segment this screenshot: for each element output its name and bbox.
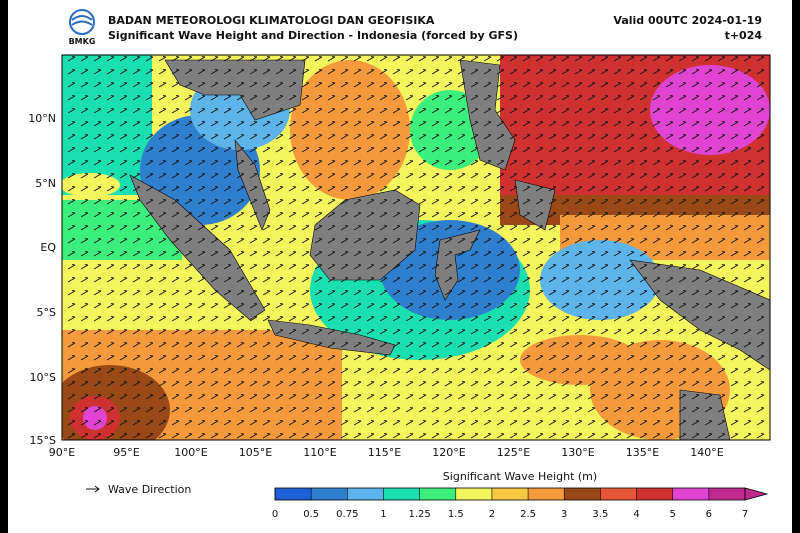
- colorbar-segment: [275, 488, 312, 500]
- lon-label: 95°E: [113, 446, 139, 459]
- colorbar-tick-label: 0: [272, 509, 278, 520]
- colorbar-tick-label: 1: [380, 509, 386, 520]
- logo-text: BMKG: [69, 37, 96, 46]
- lat-label: 10°S: [30, 371, 56, 384]
- lat-label: 10°N: [28, 112, 56, 125]
- colorbar-segment: [672, 488, 709, 500]
- lon-label: 140°E: [690, 446, 723, 459]
- colorbar-segment: [564, 488, 601, 500]
- lon-label: 105°E: [239, 446, 272, 459]
- colorbar: 0 0.5 0.75 1 1.25 1.5 2 2.5 3 3.5 4 5 6 7: [272, 487, 769, 520]
- arrow-label: Wave Direction: [108, 483, 191, 496]
- lon-label: 115°E: [368, 446, 401, 459]
- latitude-labels: 10°N 5°N EQ 5°S 10°S 15°S: [28, 112, 56, 447]
- colorbar-tick-label: 2.5: [520, 509, 536, 520]
- arrow-head: [94, 485, 100, 493]
- colorbar-segment: [600, 488, 637, 500]
- colorbar-tick-label: 6: [706, 509, 712, 520]
- wave-map: [62, 55, 770, 440]
- colorbar-segment: [636, 488, 673, 500]
- lon-label: 120°E: [432, 446, 465, 459]
- lon-label: 135°E: [626, 446, 659, 459]
- colorbar-segment: [528, 488, 565, 500]
- colorbar-segment: [491, 488, 529, 500]
- colorbar-tick-label: 5: [670, 509, 676, 520]
- map-frame: [61, 54, 771, 441]
- colorbar-tick-label: 0.75: [336, 509, 358, 520]
- lead-time: t+024: [725, 29, 763, 42]
- colorbar-segment: [311, 488, 348, 500]
- agency: BADAN METEOROLOGI KLIMATOLOGI DAN GEOFIS…: [108, 14, 435, 27]
- lon-label: 110°E: [303, 446, 336, 459]
- colorbar-segment: [383, 488, 420, 500]
- lon-label: 90°E: [49, 446, 75, 459]
- colorbar-tick-label: 3.5: [592, 509, 608, 520]
- lat-label: EQ: [40, 241, 56, 254]
- lat-label: 5°N: [35, 177, 56, 190]
- subtitle: Significant Wave Height and Direction - …: [108, 29, 518, 42]
- colorbar-title: Significant Wave Height (m): [443, 470, 597, 483]
- colorbar-segment: [455, 488, 492, 500]
- colorbar-tick-label: 1.5: [448, 509, 464, 520]
- lat-label: 5°S: [37, 306, 56, 319]
- lon-label: 100°E: [174, 446, 207, 459]
- colorbar-tick-label: 1.25: [408, 509, 430, 520]
- longitude-labels: 90°E 95°E 100°E 105°E 110°E 115°E 120°E 125°E 13…: [49, 446, 724, 459]
- colorbar-tick-label: 7: [742, 509, 748, 520]
- valid-time: Valid 00UTC 2024-01-19: [613, 14, 762, 27]
- colorbar-tick-label: 4: [633, 509, 639, 520]
- lat-label: 15°S: [30, 434, 56, 447]
- colorbar-extend: [744, 487, 769, 501]
- colorbar-segment: [347, 488, 384, 500]
- colorbar-tick-label: 3: [561, 509, 567, 520]
- colorbar-segment: [708, 488, 745, 500]
- lon-label: 130°E: [561, 446, 594, 459]
- colorbar-tick-label: 0.5: [303, 509, 319, 520]
- colorbar-segment: [419, 488, 456, 500]
- colorbar-tick-label: 2: [489, 509, 495, 520]
- lon-label: 125°E: [497, 446, 530, 459]
